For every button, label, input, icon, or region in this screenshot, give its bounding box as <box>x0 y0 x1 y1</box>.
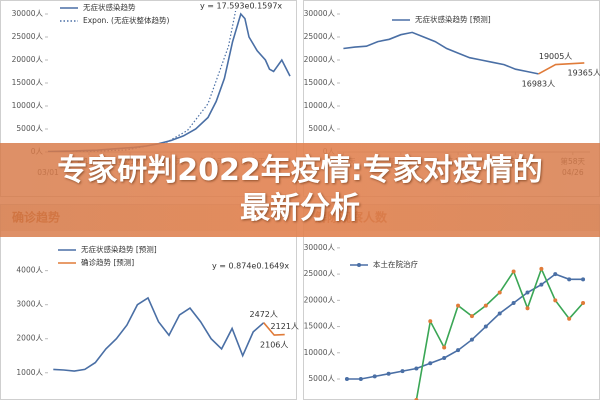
headline: 专家研判2022年疫情:专家对疫情的最新分析 <box>57 153 543 226</box>
y-tick-label: 10000人 <box>304 348 336 357</box>
y-tick-label: 20000人 <box>12 55 44 64</box>
y-tick-label: 20000人 <box>304 55 336 64</box>
data-point <box>539 282 544 287</box>
y-tick-label: 2000人 <box>16 334 43 343</box>
y-tick-label: 30000人 <box>304 243 336 252</box>
y-tick-label: 20000人 <box>304 295 336 304</box>
y-tick-label: 5000人 <box>308 124 335 133</box>
plot-area <box>343 31 585 75</box>
legend-label: 无症状感染趋势 <box>83 2 136 12</box>
trend-equation: y = 17.593e0.1597x <box>200 2 282 11</box>
y-tick-label: 1000人 <box>16 368 43 377</box>
y-tick-label: 25000人 <box>304 269 336 278</box>
series-line <box>343 31 539 75</box>
y-tick-label: 5000人 <box>308 374 335 383</box>
data-point <box>567 316 572 321</box>
plot-area <box>344 266 586 400</box>
data-point <box>469 337 474 342</box>
data-label: 2121人 <box>271 322 299 331</box>
panel <box>303 204 600 400</box>
data-point <box>469 314 474 319</box>
y-tick-label: 25000人 <box>12 32 44 41</box>
data-label: 19005人 <box>539 52 572 61</box>
y-tick-label: 10000人 <box>12 101 44 110</box>
headline-banner: 专家研判2022年疫情:专家对疫情的最新分析 <box>0 143 600 237</box>
plot-area <box>53 296 285 372</box>
data-point <box>428 361 433 366</box>
data-point <box>511 269 516 274</box>
series-line <box>538 62 585 75</box>
series-line <box>263 322 285 336</box>
data-point <box>456 348 461 353</box>
y-tick-label: 3000人 <box>16 300 43 309</box>
data-point <box>414 366 419 371</box>
y-tick-label: 10000人 <box>304 101 336 110</box>
data-point <box>497 311 502 316</box>
y-tick-label: 15000人 <box>304 322 336 331</box>
data-point <box>525 306 530 311</box>
legend-label: 确诊趋势 [预测] <box>81 257 134 267</box>
data-point <box>386 371 391 376</box>
data-point <box>372 374 377 379</box>
data-point <box>497 290 502 295</box>
y-tick-label: 30000人 <box>12 9 44 18</box>
y-tick-label: 5000人 <box>16 124 43 133</box>
data-label: 19365人 <box>568 68 600 77</box>
y-tick-label: 15000人 <box>12 78 44 87</box>
data-point <box>525 290 530 295</box>
data-point <box>553 298 558 303</box>
data-point <box>483 303 488 308</box>
series-line <box>53 296 265 372</box>
data-point <box>344 377 349 382</box>
series-line <box>346 273 584 380</box>
data-point <box>553 272 558 277</box>
data-point <box>539 266 544 271</box>
data-point <box>581 277 586 282</box>
data-point <box>456 303 461 308</box>
legend-marker <box>357 263 361 267</box>
data-point <box>442 345 447 350</box>
data-point <box>581 300 586 305</box>
y-tick-label: 15000人 <box>304 78 336 87</box>
legend-label: Expon. (无症状整体趋势) <box>83 15 169 25</box>
panel <box>0 204 297 400</box>
series-line <box>48 11 237 152</box>
y-tick-label: 4000人 <box>16 266 43 275</box>
y-tick-label: 25000人 <box>304 32 336 41</box>
data-label: 16983人 <box>522 79 555 88</box>
data-point <box>442 356 447 361</box>
data-point <box>428 319 433 324</box>
legend-label: 无症状感染趋势 [预测] <box>81 244 157 254</box>
data-point <box>483 324 488 329</box>
data-point <box>567 277 572 282</box>
legend-label: 本土在院治疗 <box>373 259 418 269</box>
legend-label: 无症状感染趋势 [预测] <box>415 14 491 24</box>
data-point <box>358 377 363 382</box>
data-label: 2106人 <box>260 341 288 350</box>
data-point <box>400 369 405 374</box>
data-label: 2472人 <box>250 310 278 319</box>
y-tick-label: 30000人 <box>304 9 336 18</box>
data-point <box>511 300 516 305</box>
trend-equation: y = 0.874e0.1649x <box>212 262 289 271</box>
